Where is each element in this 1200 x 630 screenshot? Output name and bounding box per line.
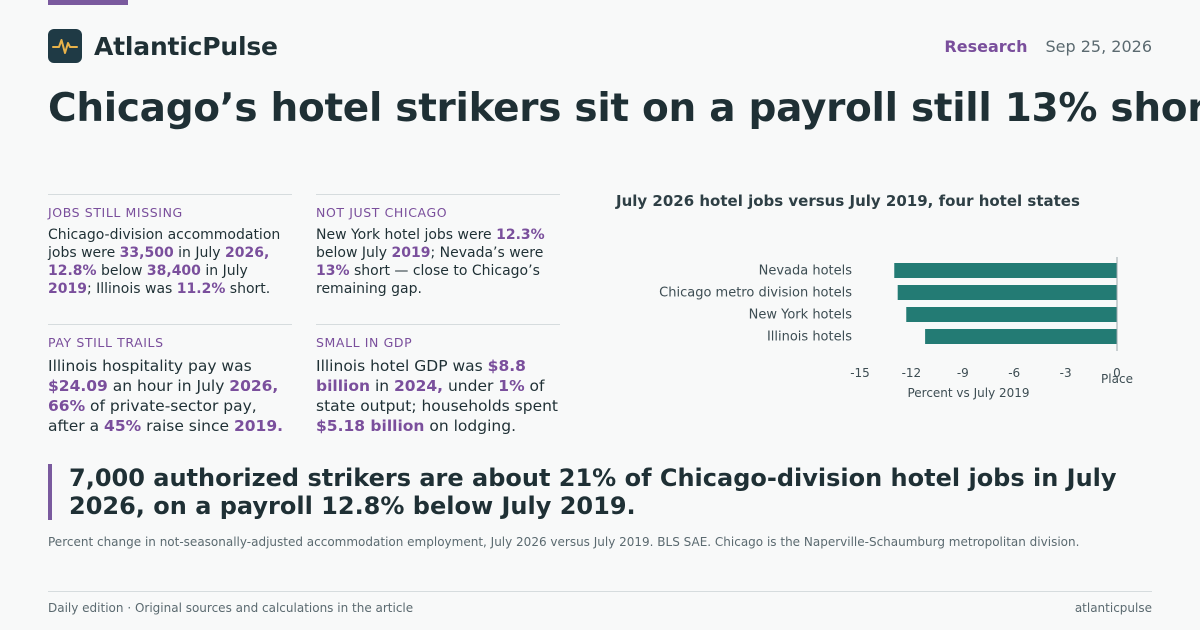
section-link[interactable]: Research <box>944 37 1027 56</box>
y-axis-label: Place <box>1101 372 1133 386</box>
fact-figure: 12.3% <box>496 227 545 243</box>
fact-figure: 1% <box>498 377 524 395</box>
fact-body: Illinois hotel GDP was $8.8 billion in 2… <box>316 356 560 436</box>
footer-edition: Daily edition · Original sources and cal… <box>48 601 413 615</box>
fact-label: PAY STILL TRAILS <box>48 335 292 350</box>
fact-text: below July <box>316 245 391 261</box>
x-tick-label: -6 <box>1008 366 1020 380</box>
headline: Chicago’s hotel strikers sit on a payrol… <box>48 86 1158 131</box>
fact-figure: 13% <box>316 263 350 279</box>
chart-bar <box>894 263 1117 278</box>
fact-figure: 12.8% <box>48 263 97 279</box>
callout-quote: 7,000 authorized strikers are about 21% … <box>48 464 1152 520</box>
bar-chart: Nevada hotels Chicago metro division hote… <box>600 240 1160 400</box>
fact-text: ; Nevada’s were <box>430 245 543 261</box>
fact-text: short — close to Chicago’s remaining gap… <box>316 263 540 297</box>
fact-text: ; Illinois was <box>87 281 177 297</box>
fact-text: in <box>370 377 394 395</box>
fact-figure: 2019 <box>391 245 430 261</box>
header: AtlanticPulse Research Sep 25, 2026 <box>48 28 1152 64</box>
category-label: Chicago metro division hotels <box>659 286 852 301</box>
pulse-icon <box>48 29 82 63</box>
fact-label: NOT JUST CHICAGO <box>316 205 560 220</box>
fact-card: SMALL IN GDP Illinois hotel GDP was $8.8… <box>316 324 560 436</box>
fact-card: PAY STILL TRAILS Illinois hospitality pa… <box>48 324 292 436</box>
chart-bar <box>898 285 1117 300</box>
brand-name: AtlanticPulse <box>94 32 278 61</box>
fact-text: short. <box>225 281 270 297</box>
fact-figure: $24.09 <box>48 377 108 395</box>
fact-text: on lodging. <box>424 417 516 435</box>
brand[interactable]: AtlanticPulse <box>48 29 278 63</box>
fact-figure: 2024, <box>394 377 443 395</box>
fact-card: NOT JUST CHICAGO New York hotel jobs wer… <box>316 194 560 298</box>
fact-label: SMALL IN GDP <box>316 335 560 350</box>
chart-title: July 2026 hotel jobs versus July 2019, f… <box>616 192 1080 210</box>
fact-text: raise since <box>141 417 234 435</box>
fact-text: New York hotel jobs were <box>316 227 496 243</box>
publish-date: Sep 25, 2026 <box>1046 37 1153 56</box>
category-label: Nevada hotels <box>759 264 853 279</box>
fact-figure: 2019 <box>48 281 87 297</box>
fact-figure: 66% <box>48 397 85 415</box>
fact-figure: 45% <box>104 417 141 435</box>
fact-figure: 11.2% <box>177 281 226 297</box>
fact-card: JOBS STILL MISSING Chicago-division acco… <box>48 194 292 298</box>
fact-text: below <box>97 263 147 279</box>
fact-body: Illinois hospitality pay was $24.09 an h… <box>48 356 292 436</box>
chart-footnote: Percent change in not-seasonally-adjuste… <box>48 534 1152 550</box>
fact-figure: $5.18 billion <box>316 417 424 435</box>
footer-handle[interactable]: atlanticpulse <box>1075 601 1152 615</box>
fact-text: an hour in July <box>108 377 229 395</box>
fact-figure: 2026, <box>225 245 269 261</box>
x-tick-label: -12 <box>902 366 922 380</box>
fact-figure: 33,500 <box>120 245 174 261</box>
fact-figure: 38,400 <box>147 263 201 279</box>
fact-body: New York hotel jobs were 12.3% below Jul… <box>316 226 560 298</box>
x-tick-label: -15 <box>850 366 870 380</box>
fact-text: Illinois hotel GDP was <box>316 357 488 375</box>
x-tick-label: -3 <box>1060 366 1072 380</box>
x-tick-label: -9 <box>957 366 969 380</box>
fact-figure: 2019. <box>234 417 283 435</box>
footer: Daily edition · Original sources and cal… <box>48 591 1152 615</box>
fact-label: JOBS STILL MISSING <box>48 205 292 220</box>
fact-body: Chicago-division accommodation jobs were… <box>48 226 292 298</box>
fact-text: in July <box>201 263 248 279</box>
chart-bar <box>906 307 1117 322</box>
fact-text: under <box>443 377 498 395</box>
category-label: Illinois hotels <box>767 330 852 345</box>
header-meta: Research Sep 25, 2026 <box>944 37 1152 56</box>
fact-text: Illinois hospitality pay was <box>48 357 252 375</box>
x-axis-label: Percent vs July 2019 <box>907 386 1029 400</box>
fact-figure: 2026, <box>229 377 278 395</box>
top-accent-bar <box>48 0 128 5</box>
fact-text: in July <box>174 245 225 261</box>
chart-bar <box>925 329 1117 344</box>
category-label: New York hotels <box>749 308 853 323</box>
